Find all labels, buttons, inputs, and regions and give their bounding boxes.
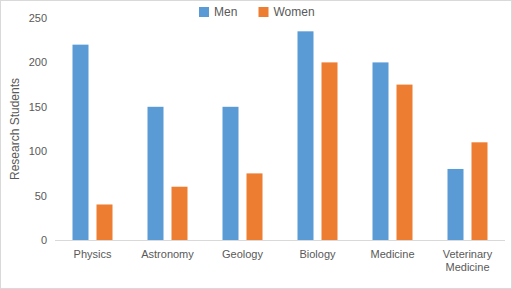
x-tick-label-line: Astronomy	[141, 248, 194, 260]
y-tick-label: 200	[29, 56, 47, 68]
bar	[223, 107, 239, 240]
legend-label: Women	[274, 5, 315, 19]
bar	[322, 62, 338, 240]
x-tick-label: Biology	[299, 248, 336, 260]
bar	[148, 107, 164, 240]
legend-swatch	[199, 7, 209, 17]
x-tick-label: VeterinaryMedicine	[443, 248, 493, 273]
y-tick-label: 150	[29, 101, 47, 113]
bar	[373, 62, 389, 240]
legend-label: Men	[214, 5, 237, 19]
tick-mark	[52, 195, 55, 196]
y-tick-label: 100	[29, 145, 47, 157]
tick-mark	[52, 18, 55, 19]
bar	[247, 173, 263, 240]
chart-svg: 0 50 100 150 200 250 Research Students Physics A…	[0, 0, 512, 289]
legend: Men Women	[199, 5, 315, 19]
tick-mark	[52, 240, 55, 241]
bar	[298, 31, 314, 240]
tick-mark	[52, 151, 55, 152]
chart-container: 0 50 100 150 200 250 Research Students Physics A…	[0, 0, 512, 289]
x-tick-label-line: Geology	[222, 248, 263, 260]
bar	[73, 45, 89, 240]
x-tick-label-line: Medicine	[445, 261, 489, 273]
bar	[397, 85, 413, 240]
y-tick-label: 250	[29, 12, 47, 24]
x-tick-label-line: Physics	[74, 248, 112, 260]
bar	[472, 142, 488, 240]
y-tick-label: 0	[41, 234, 47, 246]
x-axis-line	[55, 240, 505, 241]
x-tick-label-line: Medicine	[370, 248, 414, 260]
x-tick-label-line: Biology	[299, 248, 336, 260]
x-tick-label: Astronomy	[141, 248, 194, 260]
x-tick-label: Medicine	[370, 248, 414, 260]
y-axis-label: Research Students	[8, 78, 22, 180]
x-tick-label-line: Veterinary	[443, 248, 493, 260]
bar	[97, 204, 113, 240]
page: {"chart_data": {"type": "bar", "categori…	[0, 0, 512, 289]
x-tick-label: Physics	[74, 248, 112, 260]
bars	[73, 31, 488, 240]
x-tick-label: Geology	[222, 248, 263, 260]
tick-mark	[52, 62, 55, 63]
legend-swatch	[259, 7, 269, 17]
bar	[172, 187, 188, 240]
bar	[448, 169, 464, 240]
chart-border	[1, 1, 512, 289]
y-tick-label: 50	[35, 190, 47, 202]
tick-mark	[52, 106, 55, 107]
